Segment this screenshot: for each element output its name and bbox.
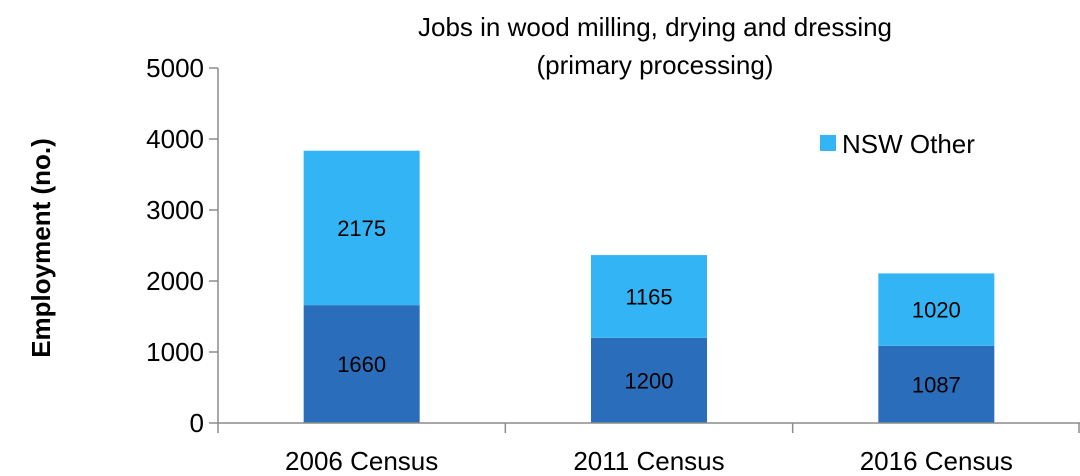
data-label: 1020 <box>912 298 961 323</box>
y-tick-label: 5000 <box>146 53 204 83</box>
y-tick-label: 3000 <box>146 195 204 225</box>
chart-title-line-1: Jobs in wood milling, drying and dressin… <box>418 12 892 42</box>
data-label: 2175 <box>337 216 386 241</box>
data-label: 1200 <box>625 368 674 393</box>
bar-segment <box>591 337 707 423</box>
legend-label-nsw-other: NSW Other <box>842 129 975 159</box>
data-label: 1660 <box>337 352 386 377</box>
y-axis-ticks: 0 1000 2000 3000 4000 5000 <box>146 53 219 438</box>
bar-segment <box>303 150 420 306</box>
y-tick-label: 4000 <box>146 124 204 154</box>
legend-swatch-nsw-other <box>820 135 836 151</box>
bar-segment <box>591 255 707 338</box>
bar-segment <box>878 345 995 423</box>
data-label: 1165 <box>625 284 672 309</box>
x-category-label: 2011 Census <box>573 446 724 476</box>
bar-segment <box>303 305 420 423</box>
chart-title-line-2: (primary processing) <box>537 50 774 80</box>
data-label: 1087 <box>912 372 961 397</box>
y-axis-label: Employment (no.) <box>26 138 56 358</box>
bars: 1660 2175 1200 1165 1087 1020 <box>303 150 995 423</box>
x-axis: 2006 Census 2011 Census 2016 Census <box>217 422 1080 476</box>
y-tick-label: 0 <box>190 408 204 438</box>
y-tick-label: 1000 <box>146 337 204 367</box>
x-category-label: 2016 Census <box>860 446 1013 476</box>
legend: NSW Other <box>820 129 975 159</box>
x-category-label: 2006 Census <box>285 446 438 476</box>
y-tick-label: 2000 <box>146 266 204 296</box>
bar-segment <box>878 273 995 346</box>
